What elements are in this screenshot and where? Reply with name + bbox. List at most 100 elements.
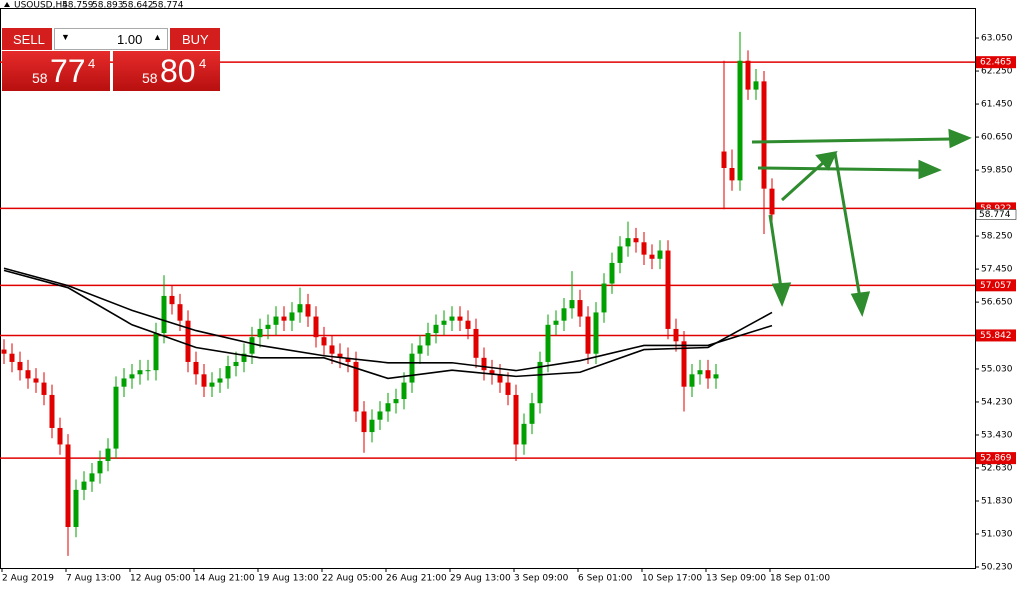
candle-body bbox=[577, 300, 583, 317]
candle-body bbox=[65, 444, 71, 527]
arrow bbox=[757, 166, 923, 172]
candle-body bbox=[465, 320, 471, 329]
x-tick-label: 14 Aug 21:00 bbox=[194, 574, 255, 584]
candle-body bbox=[273, 316, 279, 325]
x-tick-label: 6 Sep 01:00 bbox=[578, 574, 633, 584]
candle-body bbox=[385, 403, 391, 412]
level-label: 55.842 bbox=[980, 331, 1012, 341]
candle-body bbox=[521, 423, 527, 445]
candle-body bbox=[233, 361, 239, 367]
candle-body bbox=[625, 238, 631, 247]
candle-body bbox=[745, 60, 751, 90]
candle-body bbox=[137, 370, 143, 375]
candle-body bbox=[73, 489, 79, 527]
candle-body bbox=[689, 374, 695, 387]
candle-body bbox=[289, 312, 295, 321]
ohlc-low: 58.642 bbox=[122, 1, 154, 11]
lot-down[interactable]: ▼ bbox=[61, 32, 70, 42]
candle-body bbox=[121, 378, 127, 387]
lot-value[interactable]: 1.00 bbox=[117, 32, 143, 47]
candle-body bbox=[449, 316, 455, 321]
y-tick-label: 61.450 bbox=[981, 100, 1013, 110]
candle-body bbox=[649, 254, 655, 259]
candle-body bbox=[489, 370, 495, 375]
arrows bbox=[751, 128, 972, 318]
symbol: USOUSD,H4 bbox=[14, 1, 68, 11]
candle-body bbox=[513, 394, 519, 445]
candle-body bbox=[433, 324, 439, 334]
x-tick-label: 7 Aug 13:00 bbox=[66, 574, 121, 584]
buy-price[interactable]: 58 80 4 bbox=[113, 51, 220, 91]
candle-body bbox=[217, 378, 223, 383]
x-tick-label: 29 Aug 13:00 bbox=[450, 574, 511, 584]
level-label: 57.057 bbox=[980, 281, 1012, 291]
candle-body bbox=[281, 316, 287, 321]
candle-body bbox=[161, 295, 167, 334]
sell-button[interactable]: SELL bbox=[2, 28, 52, 50]
candle-body bbox=[585, 316, 591, 354]
candle-body bbox=[617, 246, 623, 263]
y-tick-label: 54.230 bbox=[981, 397, 1013, 407]
candle-body bbox=[377, 411, 383, 420]
y-tick-label: 58.250 bbox=[981, 232, 1013, 242]
candle-body bbox=[361, 411, 367, 433]
chart-header: USOUSD,H4 58.759 58.893 58.642 58.774 bbox=[4, 1, 184, 11]
candle-body bbox=[193, 361, 199, 375]
candle-body bbox=[473, 328, 479, 358]
y-tick-label: 56.650 bbox=[981, 298, 1013, 308]
candle-body bbox=[401, 382, 407, 400]
candle-body bbox=[481, 357, 487, 371]
candle-body bbox=[321, 337, 327, 346]
y-tick-label: 59.850 bbox=[981, 166, 1013, 176]
level-label-box bbox=[976, 329, 1016, 342]
sell-price[interactable]: 58 77 4 bbox=[2, 51, 110, 91]
arrow-head bbox=[918, 159, 942, 180]
candle-body bbox=[497, 374, 503, 383]
candle-body bbox=[417, 345, 423, 354]
candle-body bbox=[313, 316, 319, 338]
candle-body bbox=[177, 304, 183, 321]
candle-body bbox=[393, 399, 399, 404]
candle-body bbox=[553, 320, 559, 325]
header-icon bbox=[4, 2, 10, 7]
arrow-head bbox=[771, 282, 792, 307]
lot-up[interactable]: ▲ bbox=[153, 32, 162, 42]
candle-body bbox=[345, 357, 351, 362]
candle-body bbox=[1, 349, 7, 354]
candle-body bbox=[529, 403, 535, 424]
lot-box[interactable]: ▼ 1.00 ▲ bbox=[54, 28, 168, 50]
candle-body bbox=[265, 324, 271, 329]
candle-body bbox=[225, 366, 231, 379]
y-tick-label: 50.230 bbox=[981, 563, 1013, 573]
ohlc-close: 58.774 bbox=[152, 1, 184, 11]
x-tick-label: 2 Aug 2019 bbox=[2, 574, 54, 584]
candle-body bbox=[9, 353, 15, 362]
candle-body bbox=[241, 353, 247, 362]
price-suffix: 4 bbox=[88, 56, 96, 71]
arrow-head bbox=[850, 291, 871, 318]
x-tick-label: 18 Sep 01:00 bbox=[770, 574, 830, 584]
candle-body bbox=[425, 333, 431, 346]
candle-body bbox=[97, 460, 103, 474]
candle-body bbox=[505, 382, 511, 395]
level-label: 62.465 bbox=[980, 58, 1012, 68]
candle-body bbox=[209, 382, 215, 387]
candle-body bbox=[569, 300, 575, 309]
candle-body bbox=[329, 345, 335, 354]
candle-body bbox=[681, 341, 687, 387]
arrow bbox=[751, 137, 953, 144]
x-tick-label: 3 Sep 09:00 bbox=[514, 574, 569, 584]
candle-body bbox=[673, 328, 679, 342]
y-tick-label: 51.830 bbox=[981, 496, 1013, 506]
candle-body bbox=[705, 370, 711, 379]
buy-button[interactable]: BUY bbox=[170, 28, 220, 50]
ohlc-open: 58.759 bbox=[62, 1, 94, 11]
y-tick-label: 60.650 bbox=[981, 133, 1013, 143]
y-tick-label: 62.250 bbox=[981, 67, 1013, 77]
candle-body bbox=[113, 386, 119, 449]
arrow-head bbox=[815, 151, 838, 171]
candle-body bbox=[305, 304, 311, 317]
level-label: 58.922 bbox=[980, 204, 1012, 214]
candle-body bbox=[761, 81, 767, 189]
plot bbox=[0, 31, 975, 556]
